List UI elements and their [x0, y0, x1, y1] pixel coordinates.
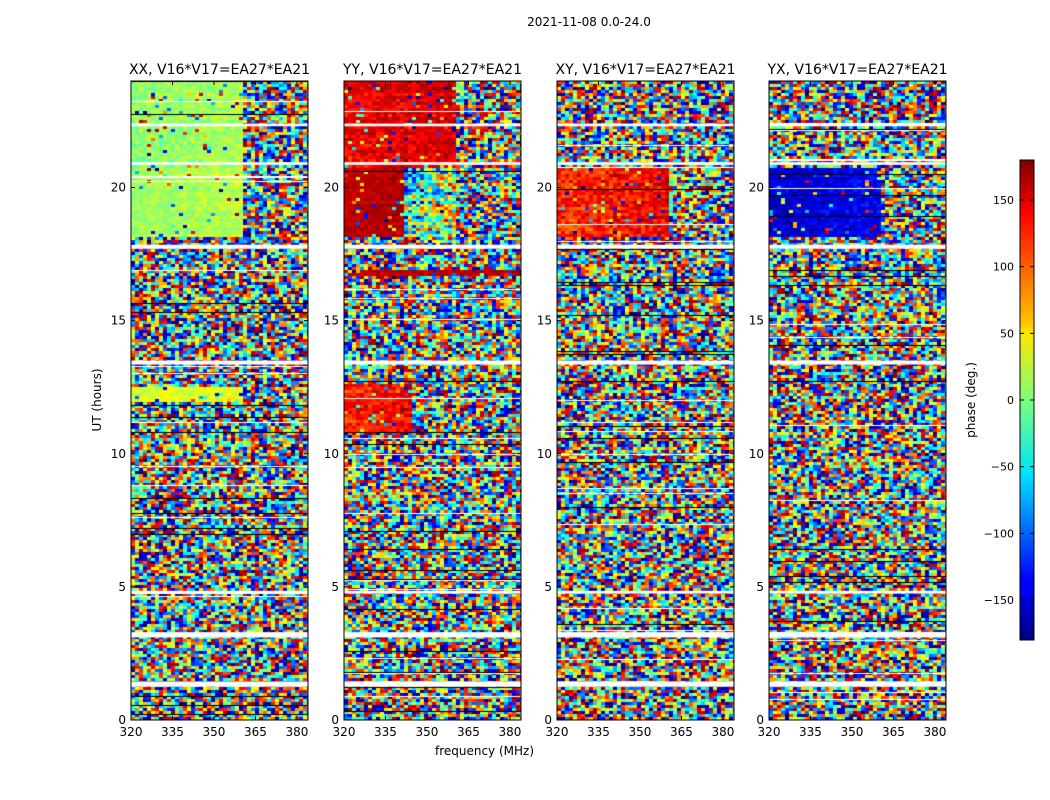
y-tick-label: 5: [331, 580, 339, 594]
colorbar-tick-label: 100: [993, 261, 1014, 274]
y-tick-label: 20: [749, 181, 764, 195]
axes-frame: [768, 80, 947, 721]
y-tick-label: 20: [324, 181, 339, 195]
panel-title: XY, V16*V17=EA27*EA21: [555, 62, 735, 78]
y-tick-label: 20: [537, 181, 552, 195]
x-tick-label: 320: [120, 725, 143, 739]
y-tick-label: 0: [331, 713, 339, 727]
y-tick-label: 15: [111, 314, 126, 328]
x-tick-label: 365: [882, 725, 905, 739]
y-tick-label: 10: [324, 447, 339, 461]
panel-title: XX, V16*V17=EA27*EA21: [129, 62, 310, 78]
heatmap-cells: [131, 81, 308, 720]
colorbar-tick-label: 150: [993, 194, 1014, 207]
heatmap-image: [769, 81, 946, 720]
y-tick-label: 5: [756, 580, 764, 594]
heatmap-cells: [344, 81, 521, 720]
y-tick-label: 10: [111, 447, 126, 461]
y-tick-label: 15: [749, 314, 764, 328]
heatmap-cells: [769, 81, 946, 720]
panel-4: YX, V16*V17=EA27*EA21 320 335 350 365 380 0 5 10…: [749, 62, 948, 739]
y-tick-label: 5: [544, 580, 552, 594]
x-tick-label: 380: [285, 725, 308, 739]
panels: XX, V16*V17=EA27*EA21 320 335 350 365 380 0 5 10…: [90, 62, 948, 758]
x-tick-label: 335: [161, 725, 184, 739]
axes-frame: [130, 80, 309, 721]
x-tick-label: 380: [498, 725, 521, 739]
x-tick-label: 365: [244, 725, 267, 739]
x-tick-label: 320: [546, 725, 569, 739]
y-tick-label: 15: [324, 314, 339, 328]
heatmap-cells: [557, 81, 734, 720]
heatmap-image: [557, 81, 734, 720]
x-tick-label: 350: [841, 725, 864, 739]
panel-1: XX, V16*V17=EA27*EA21 320 335 350 365 380 0 5 10…: [90, 62, 310, 739]
x-tick-label: 380: [711, 725, 734, 739]
x-tick-label: 335: [587, 725, 610, 739]
y-axis-label: UT (hours): [90, 368, 104, 431]
y-tick-label: 0: [118, 713, 126, 727]
axes-frame: [556, 80, 735, 721]
x-tick-label: 365: [670, 725, 693, 739]
y-tick-label: 10: [749, 447, 764, 461]
colorbar-tick-label: −100: [984, 527, 1014, 540]
x-tick-label: 365: [457, 725, 480, 739]
x-tick-label: 350: [416, 725, 439, 739]
panel-3: XY, V16*V17=EA27*EA21 320 335 350 365 380 0 5 10…: [537, 62, 736, 739]
x-tick-label: 335: [799, 725, 822, 739]
y-tick-label: 15: [537, 314, 552, 328]
x-tick-label: 380: [923, 725, 946, 739]
colorbar-label: phase (deg.): [964, 362, 978, 438]
x-tick-label: 335: [374, 725, 397, 739]
colorbar-tick-label: −150: [984, 594, 1014, 607]
colorbar-ticks: 150 100 50 0 −50 −100 −150: [984, 194, 1034, 607]
y-tick-label: 0: [544, 713, 552, 727]
colorbar-tick-label: 0: [1007, 394, 1014, 407]
panel-title: YY, V16*V17=EA27*EA21: [342, 62, 522, 78]
x-tick-label: 350: [203, 725, 226, 739]
heatmap-image: [131, 81, 308, 720]
colorbar-tick-label: 50: [1000, 327, 1014, 340]
colorbar: 150 100 50 0 −50 −100 −150 phase (deg.): [964, 159, 1035, 641]
figure-title: 2021-11-08 0.0-24.0: [527, 15, 651, 29]
x-tick-label: 320: [333, 725, 356, 739]
panel-2: YY, V16*V17=EA27*EA21 320 335 350 365 380 0 5 10…: [324, 62, 534, 758]
y-tick-label: 10: [537, 447, 552, 461]
x-axis-label: frequency (MHz): [435, 744, 534, 758]
axes-frame: [343, 80, 522, 721]
heatmap-image: [344, 81, 521, 720]
y-tick-label: 0: [756, 713, 764, 727]
colorbar-tick-label: −50: [991, 461, 1014, 474]
x-tick-label: 320: [758, 725, 781, 739]
panel-title: YX, V16*V17=EA27*EA21: [766, 62, 947, 78]
y-tick-label: 20: [111, 181, 126, 195]
x-tick-label: 350: [629, 725, 652, 739]
y-tick-label: 5: [118, 580, 126, 594]
